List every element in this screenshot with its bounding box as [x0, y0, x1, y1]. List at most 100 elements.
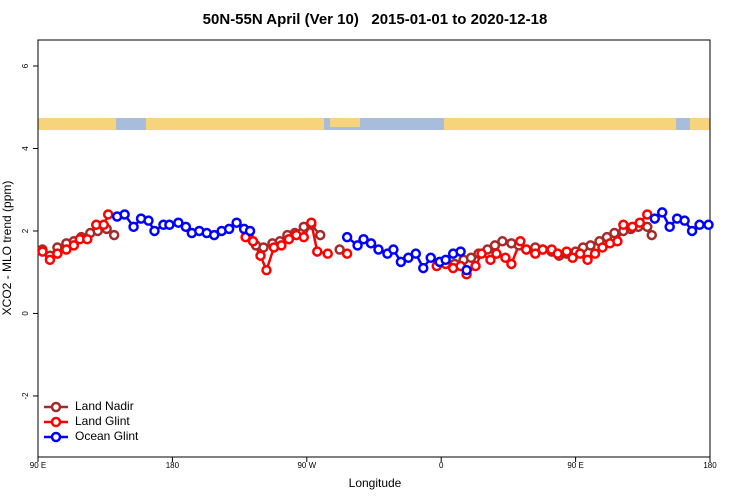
point	[465, 252, 477, 264]
point	[312, 246, 323, 257]
point	[208, 229, 220, 241]
point	[574, 248, 586, 259]
point	[497, 236, 508, 247]
point	[418, 262, 429, 274]
point	[694, 219, 705, 231]
point	[52, 248, 63, 259]
point	[365, 238, 377, 249]
point	[247, 236, 259, 247]
point	[98, 219, 109, 231]
point	[341, 248, 353, 259]
point	[128, 221, 139, 233]
point	[298, 231, 310, 243]
land-patch	[38, 118, 116, 130]
point	[358, 233, 369, 245]
legend-label: Land Glint	[75, 414, 130, 428]
point	[627, 221, 638, 233]
chart-title: 50N-55N April (Ver 10) 2015-01-01 to 202…	[203, 11, 548, 28]
point	[180, 221, 192, 233]
point	[68, 240, 80, 251]
point	[589, 248, 601, 259]
point	[119, 209, 130, 220]
point	[223, 223, 235, 235]
y-tick-label: 6	[21, 63, 30, 68]
point	[642, 221, 653, 233]
x-tick-label: 90 E	[567, 461, 583, 470]
point	[395, 256, 407, 268]
point	[646, 229, 658, 241]
point	[352, 240, 363, 251]
point	[500, 252, 511, 264]
point	[567, 252, 578, 264]
point	[679, 215, 690, 226]
point	[552, 248, 563, 259]
point	[231, 217, 242, 228]
legend-label: Land Nadir	[75, 399, 134, 413]
point	[403, 252, 414, 264]
point	[582, 254, 593, 266]
point	[440, 254, 451, 266]
point	[491, 248, 502, 259]
point	[649, 213, 660, 224]
x-tick-label: 90 W	[297, 461, 316, 470]
point	[108, 229, 120, 241]
point	[656, 207, 668, 218]
point	[173, 217, 184, 228]
point	[373, 244, 384, 255]
point	[686, 225, 698, 237]
point	[306, 217, 317, 228]
y-tick-label: 2	[21, 228, 30, 233]
point	[664, 221, 675, 233]
land-patch	[444, 118, 676, 130]
point	[149, 225, 160, 237]
point	[82, 233, 93, 245]
point	[634, 217, 646, 228]
point	[521, 244, 532, 255]
point	[461, 264, 472, 276]
land-patch	[690, 118, 710, 130]
point	[561, 246, 572, 257]
point	[597, 242, 608, 253]
point	[143, 215, 154, 226]
point	[255, 250, 266, 261]
point	[276, 240, 287, 251]
point	[585, 240, 596, 251]
land-ocean-strip	[38, 118, 710, 130]
point	[612, 236, 623, 247]
point	[388, 244, 399, 255]
point	[164, 219, 175, 231]
point	[341, 231, 353, 243]
y-tick-label: -2	[21, 392, 30, 400]
point	[283, 233, 295, 245]
point	[506, 258, 517, 270]
point	[44, 254, 56, 266]
x-axis-label: Longitude	[349, 476, 402, 490]
legend-marker	[50, 416, 62, 428]
point	[322, 248, 333, 259]
point	[476, 248, 487, 259]
land-patch	[330, 118, 360, 127]
point	[530, 248, 541, 259]
legend-marker	[50, 431, 62, 443]
point	[609, 227, 620, 239]
legend-marker	[50, 401, 62, 413]
point	[102, 209, 114, 220]
point	[425, 252, 436, 264]
legend-label: Ocean Glint	[75, 429, 139, 443]
y-axis-label: XCO2 - MLO trend (ppm)	[0, 181, 14, 316]
x-tick-label: 0	[439, 461, 444, 470]
point	[37, 246, 48, 257]
point	[61, 244, 72, 255]
point	[314, 229, 326, 241]
point	[258, 242, 269, 253]
point	[410, 248, 422, 259]
y-tick-label: 0	[21, 311, 30, 316]
point	[515, 236, 526, 247]
point	[642, 209, 653, 220]
point	[470, 260, 481, 272]
point	[455, 246, 466, 257]
point	[334, 244, 345, 255]
point	[537, 244, 548, 255]
point	[703, 219, 714, 231]
